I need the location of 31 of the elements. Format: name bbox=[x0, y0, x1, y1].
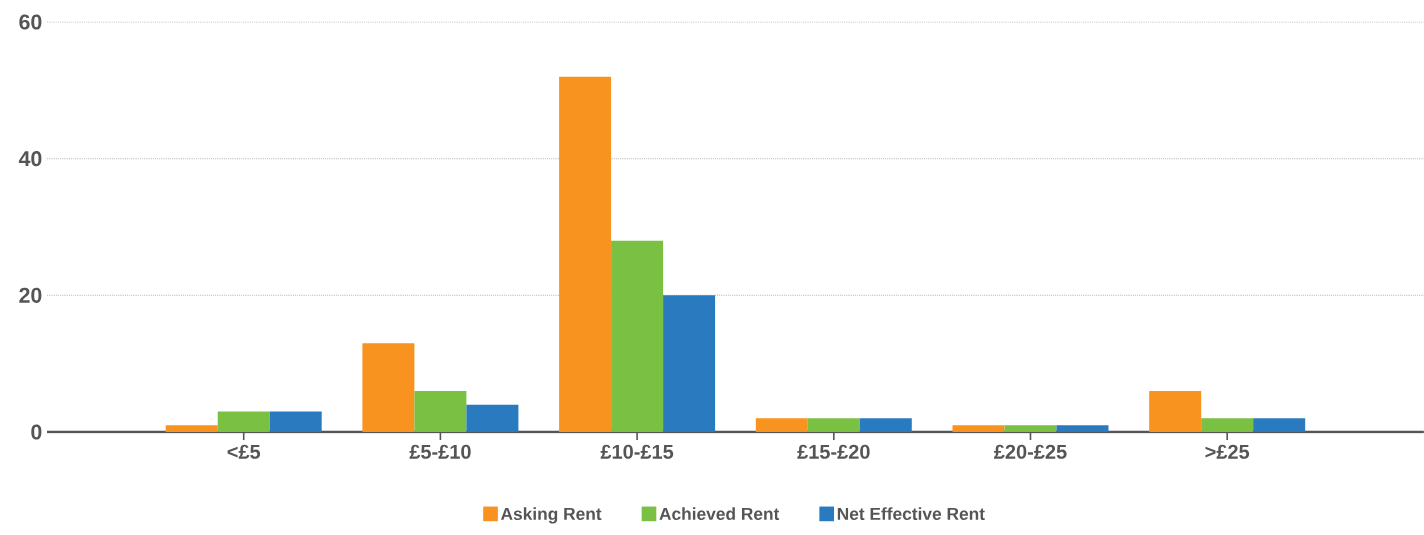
x-tick-label: <£5 bbox=[227, 444, 261, 459]
x-tick-label: >£25 bbox=[1205, 444, 1250, 459]
y-tick-label: 20 bbox=[19, 287, 42, 303]
bar bbox=[362, 343, 415, 432]
y-tick-label: 60 bbox=[19, 14, 42, 30]
x-tick-label: £20-£25 bbox=[994, 444, 1067, 459]
bar bbox=[663, 295, 716, 432]
bar bbox=[755, 418, 808, 432]
bar bbox=[1149, 390, 1202, 432]
bar bbox=[1201, 418, 1254, 432]
bar bbox=[269, 411, 322, 432]
bar bbox=[952, 425, 1005, 432]
legend-label: Net Effective Rent bbox=[837, 507, 985, 521]
x-tick-label: £5-£10 bbox=[409, 444, 471, 459]
bar bbox=[1056, 425, 1109, 432]
bar bbox=[165, 425, 218, 432]
bar bbox=[807, 418, 860, 432]
bar bbox=[414, 390, 467, 432]
bar bbox=[859, 418, 912, 432]
bar bbox=[559, 76, 612, 432]
bar bbox=[217, 411, 270, 432]
y-tick-label: 0 bbox=[31, 424, 42, 440]
x-tick-label: £10-£15 bbox=[600, 444, 674, 459]
bar bbox=[1004, 425, 1057, 432]
bar bbox=[466, 404, 519, 432]
bar bbox=[1253, 418, 1306, 432]
legend-label: Asking Rent bbox=[500, 507, 602, 524]
x-tick-label: £15-£20 bbox=[797, 444, 870, 459]
legend-label: Achieved Rent bbox=[659, 507, 780, 521]
y-tick-label: 40 bbox=[18, 151, 42, 167]
bar bbox=[611, 240, 664, 432]
